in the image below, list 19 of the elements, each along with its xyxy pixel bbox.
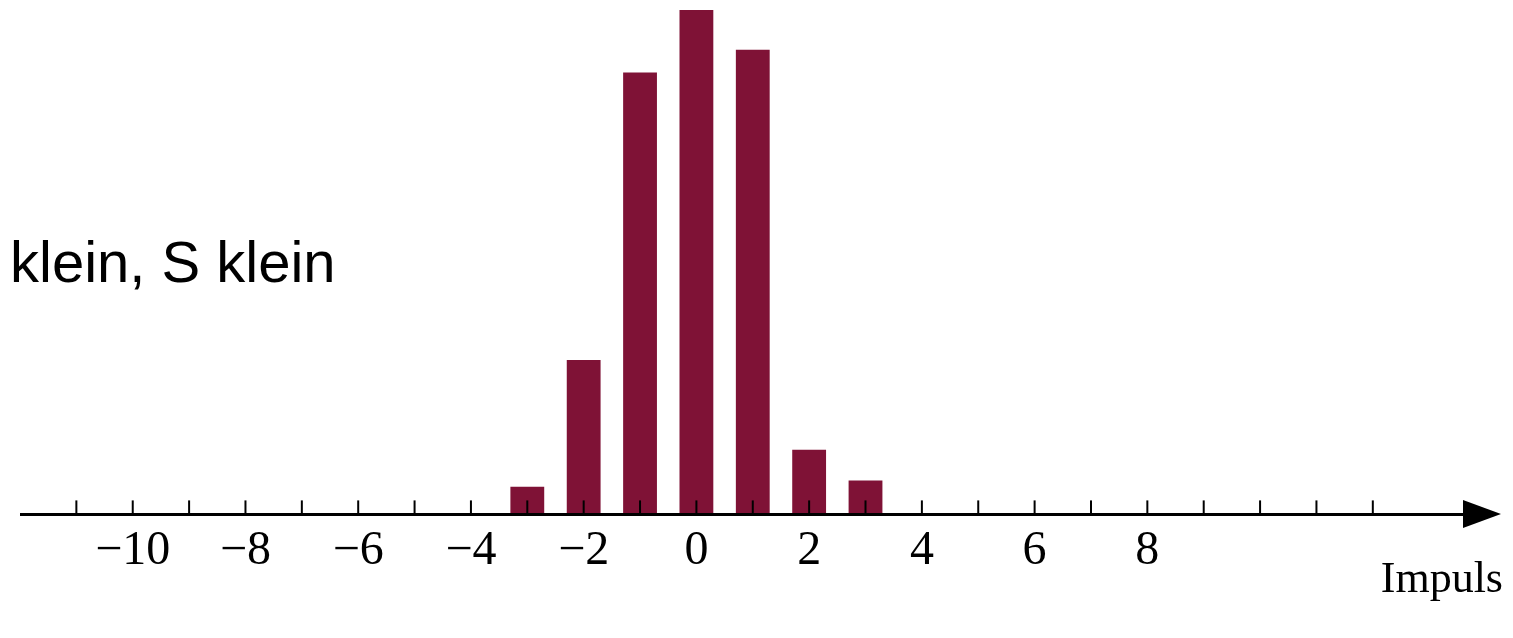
x-tick-label: −6	[332, 520, 384, 574]
bar	[566, 360, 601, 515]
bar	[510, 486, 545, 515]
bar	[848, 480, 883, 515]
x-tick-label: −4	[445, 520, 497, 574]
x-tick-label: 6	[1022, 520, 1047, 574]
bar	[735, 49, 770, 515]
x-tick-label: −8	[219, 520, 272, 574]
x-tick-label: 4	[909, 520, 934, 574]
x-tick-label: −10	[95, 520, 171, 574]
x-tick-label: −2	[558, 520, 610, 574]
bar	[792, 449, 827, 515]
x-tick-label: 8	[1135, 520, 1160, 574]
x-tick-label: 0	[684, 520, 709, 574]
x-axis-title: Impuls	[1380, 553, 1503, 603]
text: klein, S klein	[10, 228, 336, 295]
x-tick-label: 2	[797, 520, 822, 574]
bar	[679, 10, 714, 515]
bar	[623, 72, 657, 515]
